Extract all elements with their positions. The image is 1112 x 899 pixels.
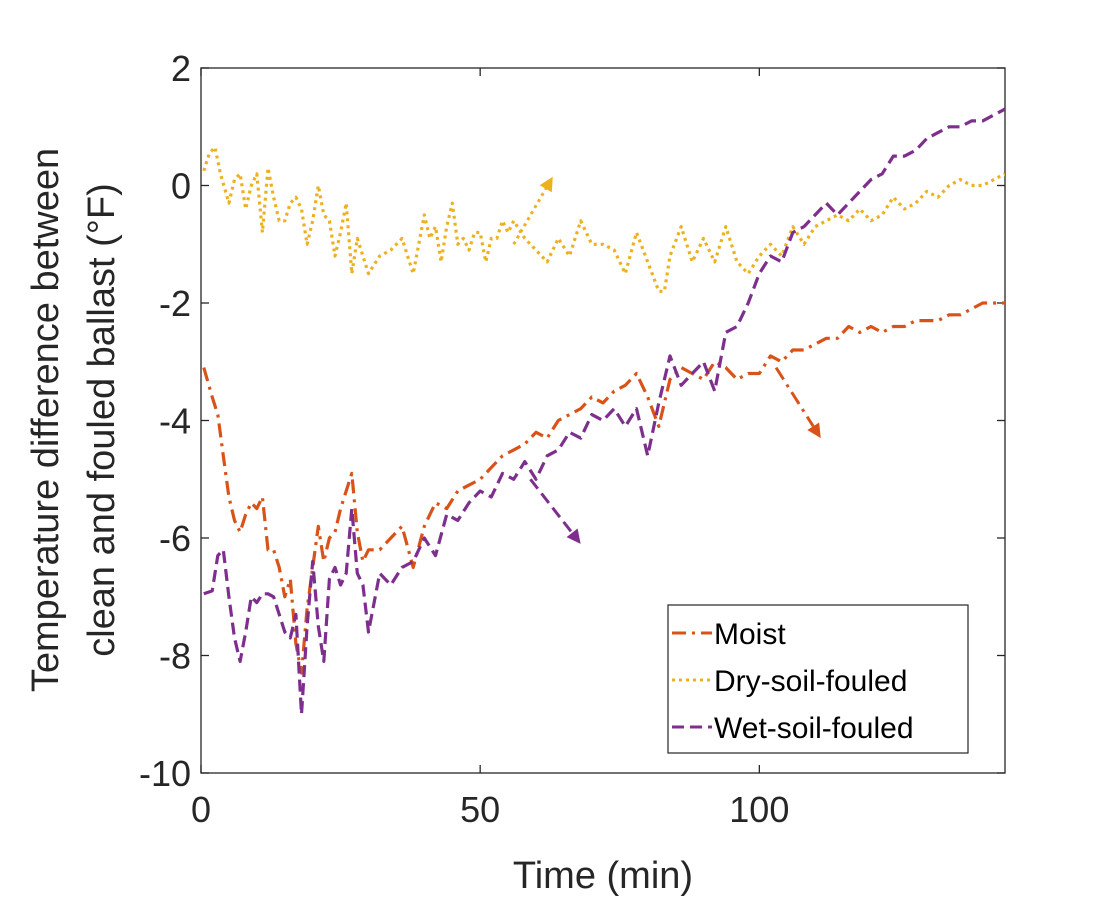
y-tick-label: -10 (139, 753, 191, 794)
y-axis-label-line-1: Temperature difference between (25, 148, 67, 692)
annotation-arrow-shaft (774, 366, 815, 428)
legend-box (667, 604, 969, 754)
x-tick-label: 0 (191, 789, 211, 830)
annotation-layer (512, 176, 821, 544)
x-axis-label: Time (min) (513, 855, 693, 897)
annotation-arrow-shaft (529, 478, 574, 534)
y-axis-label: Temperature difference between clean and… (25, 148, 123, 692)
x-tick-label: 50 (460, 789, 500, 830)
y-axis-label-line-2: clean and fouled ballast (°F) (81, 183, 123, 657)
y-tick-label: -2 (159, 283, 191, 324)
annotation-arrow-head (807, 422, 821, 439)
x-axis-ticks: 0 50 100 (191, 68, 789, 830)
y-tick-label: -6 (159, 518, 191, 559)
legend: Moist Dry-soil-fouled Wet-soil-fouled (667, 604, 969, 754)
y-axis-ticks: 2 0 -2 -4 -6 -8 -10 (139, 48, 1005, 794)
annotation-arrow-shaft (512, 188, 548, 246)
x-tick-label: 100 (729, 789, 789, 830)
y-tick-label: 2 (171, 48, 191, 89)
legend-label: Dry-soil-fouled (714, 665, 907, 698)
y-tick-label: 0 (171, 166, 191, 207)
series-line-wet-soil-fouled (203, 107, 1005, 716)
series-layer (202, 107, 1005, 716)
legend-label: Wet-soil-fouled (714, 712, 914, 745)
annotation-arrow-head (539, 176, 553, 193)
annotation-arrow-head (566, 528, 581, 544)
series-line-dry-soil-fouled (202, 145, 1005, 293)
legend-label: Moist (714, 618, 786, 651)
y-tick-label: -4 (159, 401, 191, 442)
y-tick-label: -8 (159, 636, 191, 677)
series-line-moist (202, 301, 1005, 675)
